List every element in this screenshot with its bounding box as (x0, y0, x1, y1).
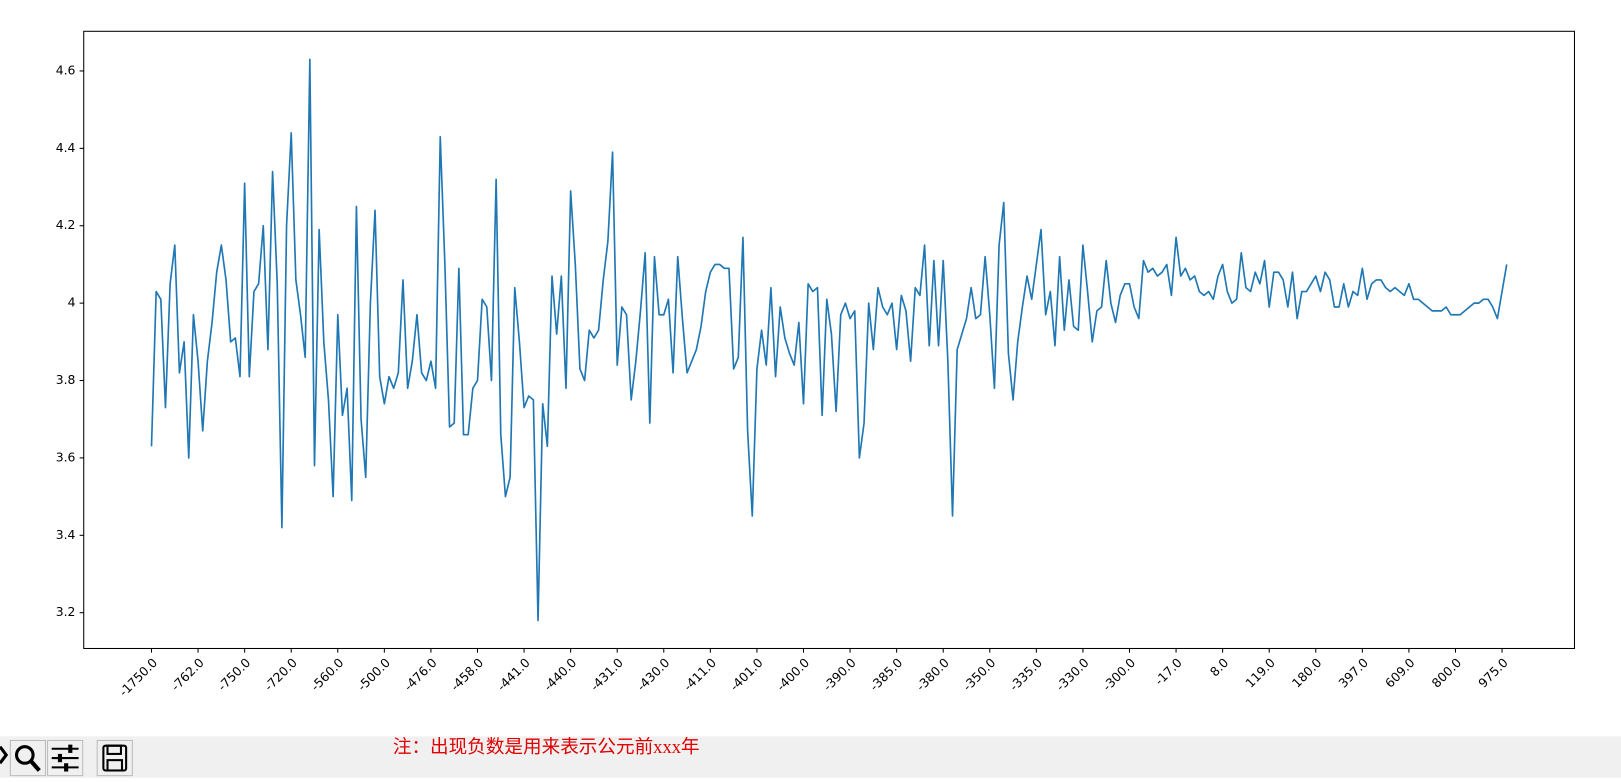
y-tick-label: 3.4 (56, 527, 76, 542)
toolbar-note: 注：出现负数是用来表示公元前xxx年 (393, 737, 700, 758)
y-tick-label: 3.2 (56, 604, 76, 619)
y-tick-label: 4.6 (56, 62, 76, 77)
y-tick-label: 4 (68, 295, 76, 310)
y-tick-label: 3.6 (56, 449, 76, 464)
axes-frame (83, 30, 1575, 650)
y-tick-label: 4.2 (56, 217, 76, 232)
configure-button[interactable] (47, 739, 84, 777)
save-button[interactable] (96, 739, 133, 777)
zoom-button[interactable] (9, 739, 47, 777)
y-tick-label: 3.8 (56, 372, 76, 387)
pan-button[interactable] (0, 745, 9, 765)
y-tick-label: 4.4 (56, 140, 76, 155)
data-line (150, 58, 1508, 622)
toolbar (0, 736, 1621, 778)
